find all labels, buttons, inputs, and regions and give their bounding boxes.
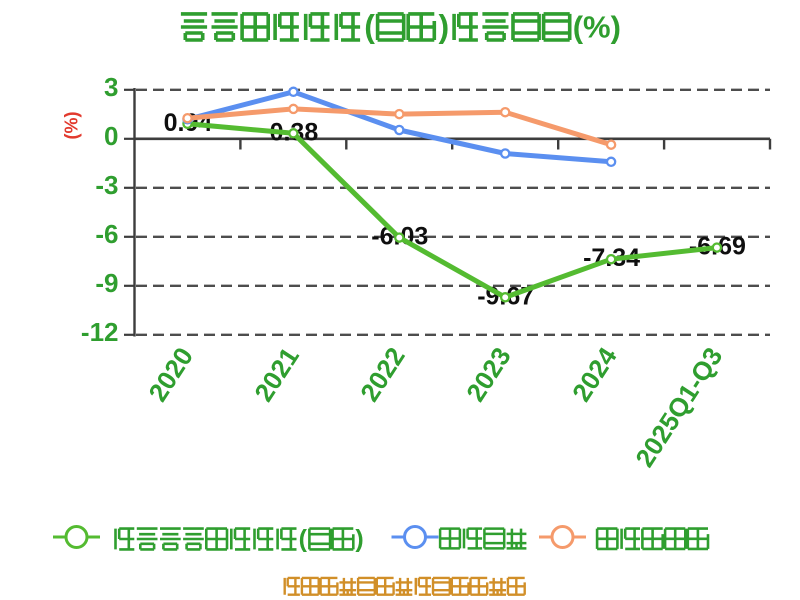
- svg-text:-9: -9: [95, 268, 118, 298]
- svg-text:): ): [355, 525, 363, 553]
- svg-text:(: (: [299, 525, 308, 553]
- svg-text:(%): (%): [573, 9, 621, 44]
- svg-text:0: 0: [104, 121, 118, 151]
- svg-text:-6: -6: [95, 219, 118, 249]
- svg-text:-12: -12: [81, 317, 119, 347]
- svg-text:): ): [438, 8, 449, 44]
- svg-text:3: 3: [104, 72, 118, 102]
- svg-text:-3: -3: [95, 170, 118, 200]
- svg-text:(: (: [364, 8, 375, 44]
- svg-text:(%): (%): [61, 112, 81, 140]
